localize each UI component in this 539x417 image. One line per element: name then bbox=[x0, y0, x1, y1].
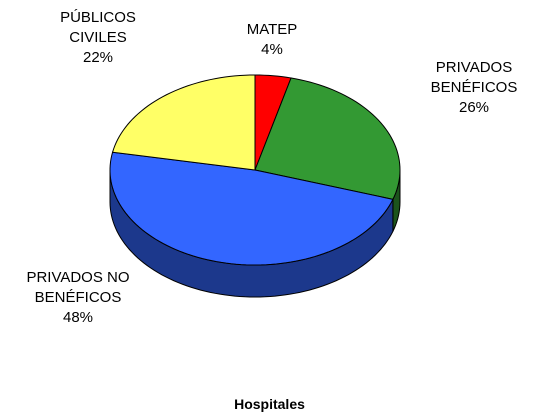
slice-label: PRIVADOS NO BENÉFICOS 48% bbox=[18, 268, 138, 328]
category-name: PRIVADOS NO BENÉFICOS bbox=[26, 269, 130, 306]
pie-slice bbox=[111, 74, 256, 171]
chart-title: Hospitales bbox=[234, 396, 305, 412]
slice-label: PRIVADOS BENÉFICOS 26% bbox=[414, 58, 534, 118]
percent-label: 48% bbox=[62, 309, 94, 326]
category-name: PRIVADOS BENÉFICOS bbox=[430, 59, 518, 96]
slice-label: MATEP 4% bbox=[232, 20, 312, 60]
percent-label: 26% bbox=[458, 99, 490, 116]
percent-label: 22% bbox=[82, 49, 114, 66]
pie-slice bbox=[109, 151, 394, 266]
percent-label: 4% bbox=[261, 41, 283, 58]
pie-slice bbox=[254, 77, 401, 200]
category-name: MATEP bbox=[246, 21, 298, 38]
slice-label: PÚBLICOS CIVILES 22% bbox=[38, 8, 158, 68]
category-name: PÚBLICOS CIVILES bbox=[60, 9, 136, 46]
